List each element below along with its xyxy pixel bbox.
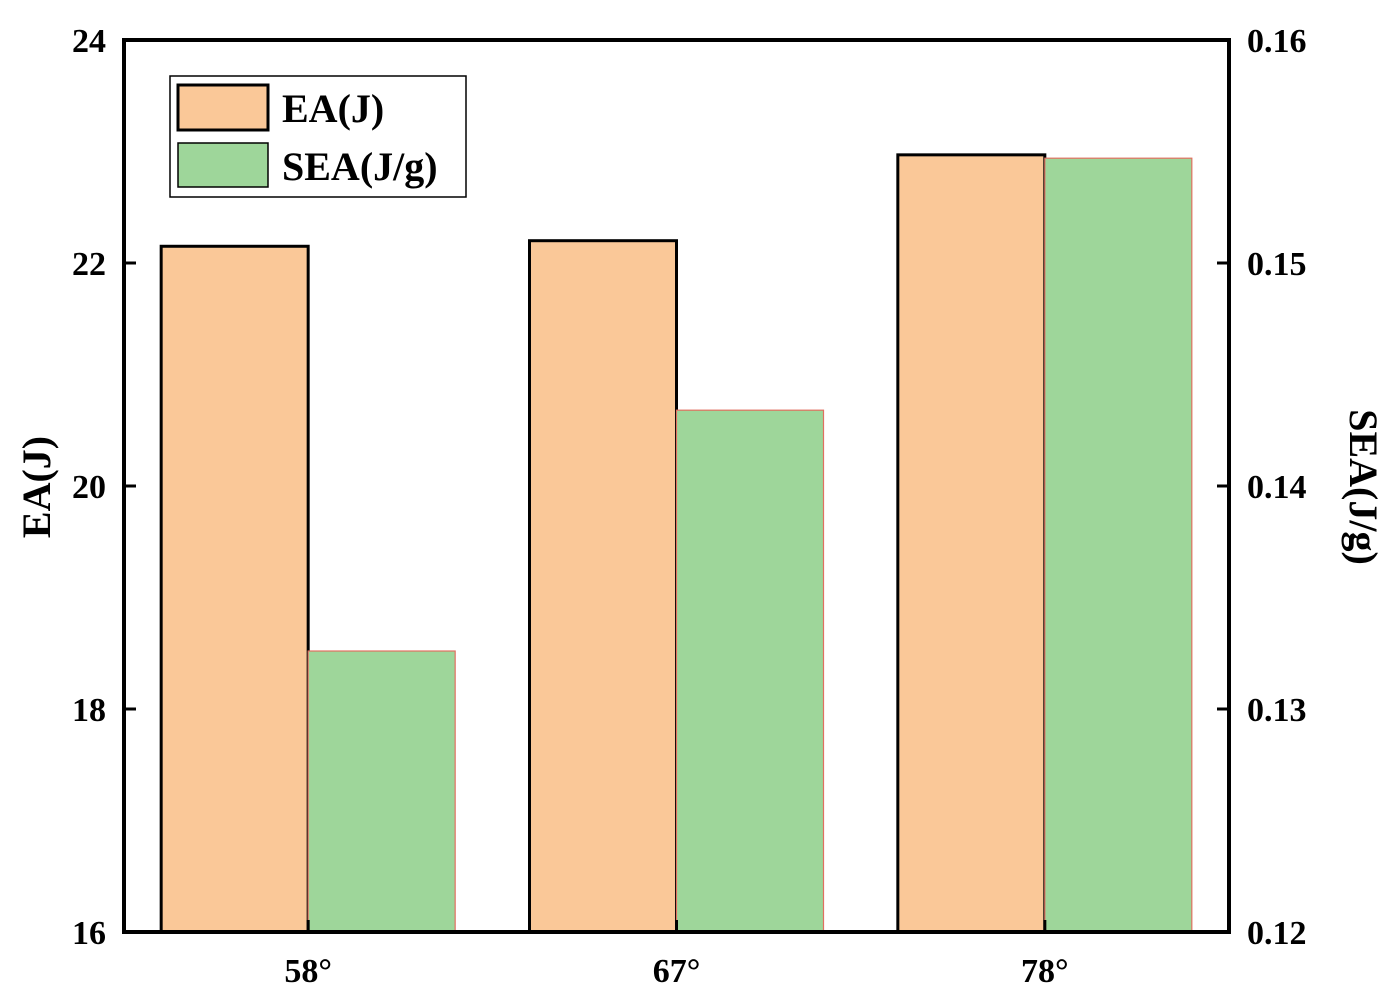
y-axis-title: EA(J)	[14, 436, 59, 538]
y2-tick-label-4: 0.16	[1247, 23, 1307, 60]
bar-sea-0	[307, 650, 456, 933]
bar-ea-0	[159, 244, 310, 934]
bar-ea-2	[896, 153, 1047, 934]
bars-layer	[159, 153, 1193, 934]
legend-label-ea: EA(J)	[282, 86, 384, 131]
bar-ea-1	[528, 239, 678, 934]
legend-swatch-sea	[177, 142, 269, 188]
legend: EA(J) SEA(J/g)	[169, 75, 467, 198]
y-tick-label-1: 18	[72, 692, 106, 729]
y-tick-label-2: 20	[72, 469, 106, 506]
x-tick-label-2: 78°	[1021, 953, 1069, 990]
y2-tick-label-0: 0.12	[1247, 915, 1307, 952]
x-axis: 58° 67° 78°	[284, 920, 1069, 990]
y2-tick-label-2: 0.14	[1247, 469, 1307, 506]
y2-tick-label-1: 0.13	[1247, 692, 1307, 729]
y-tick-label-0: 16	[72, 915, 106, 952]
legend-label-sea: SEA(J/g)	[282, 144, 438, 189]
bar-sea-1	[675, 409, 825, 933]
left-axis: 16 18 20 22 24	[72, 23, 136, 952]
y2-axis-title: SEA(J/g)	[1341, 409, 1386, 565]
legend-swatch-ea	[176, 83, 270, 132]
right-axis: 0.12 0.13 0.14 0.15 0.16	[1217, 23, 1307, 952]
y-tick-label-3: 22	[72, 246, 106, 283]
x-tick-label-1: 67°	[653, 953, 701, 990]
y-tick-label-4: 24	[72, 23, 106, 60]
bar-sea-2	[1044, 157, 1193, 933]
x-tick-label-0: 58°	[284, 953, 332, 990]
y2-tick-label-3: 0.15	[1247, 246, 1307, 283]
